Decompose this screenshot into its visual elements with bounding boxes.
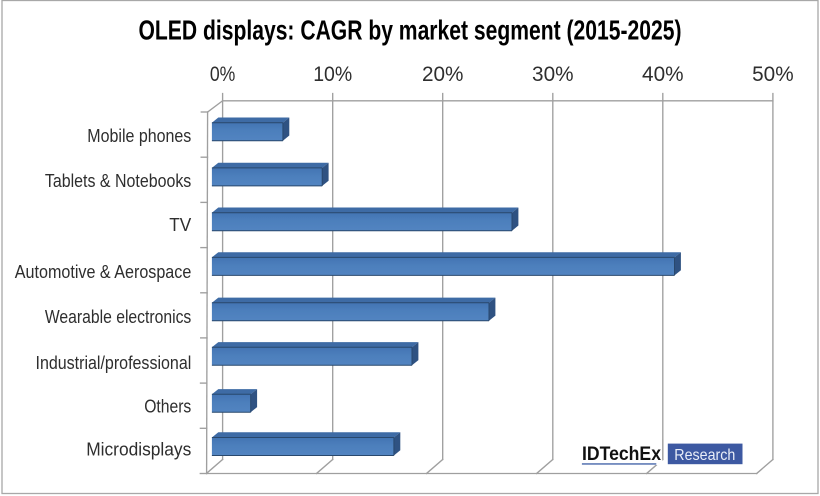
svg-text:Microdisplays: Microdisplays <box>86 440 191 460</box>
svg-text:Mobile phones: Mobile phones <box>87 126 191 146</box>
svg-text:50%: 50% <box>752 63 794 86</box>
svg-text:IDTechEx: IDTechEx <box>582 444 661 465</box>
svg-text:Industrial/professional: Industrial/professional <box>36 353 192 373</box>
svg-text:Others: Others <box>144 396 191 416</box>
svg-text:TV: TV <box>169 215 191 235</box>
svg-text:OLED displays: CAGR by market: OLED displays: CAGR by market segment (2… <box>139 14 682 45</box>
svg-text:Tablets & Notebooks: Tablets & Notebooks <box>45 171 191 191</box>
svg-text:10%: 10% <box>313 63 352 86</box>
svg-text:Wearable electronics: Wearable electronics <box>45 307 191 327</box>
svg-text:0%: 0% <box>210 63 236 86</box>
svg-text:30%: 30% <box>532 63 574 86</box>
svg-text:20%: 20% <box>422 63 464 86</box>
svg-text:40%: 40% <box>642 63 684 86</box>
svg-text:Research: Research <box>674 447 735 464</box>
svg-text:Automotive & Aerospace: Automotive & Aerospace <box>15 262 192 282</box>
